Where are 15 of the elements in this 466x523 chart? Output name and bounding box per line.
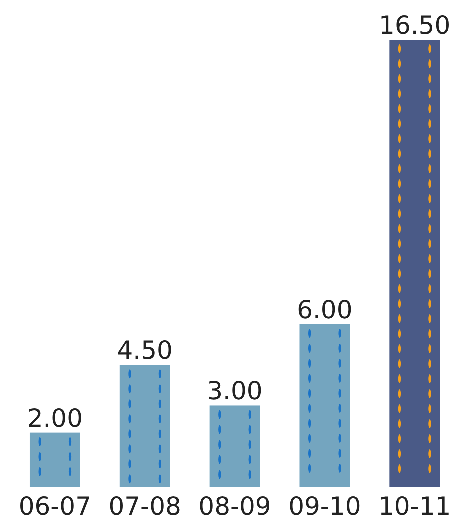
- x-tick-label: 09-10: [288, 492, 362, 521]
- data-label: 4.50: [117, 336, 173, 366]
- bar: [30, 432, 80, 487]
- bar: [390, 40, 440, 487]
- x-tick-label: 08-09: [198, 492, 272, 521]
- bar: [120, 365, 170, 487]
- data-label: 3.00: [207, 376, 263, 406]
- data-label: 16.50: [379, 11, 451, 40]
- x-tick-label: 07-08: [108, 492, 182, 521]
- data-label: 2.00: [27, 404, 83, 433]
- data-label: 6.00: [297, 295, 353, 324]
- bar: [210, 406, 260, 487]
- x-tick-label: 10-11: [378, 492, 452, 521]
- bar: [300, 324, 350, 487]
- x-tick-label: 06-07: [18, 492, 92, 521]
